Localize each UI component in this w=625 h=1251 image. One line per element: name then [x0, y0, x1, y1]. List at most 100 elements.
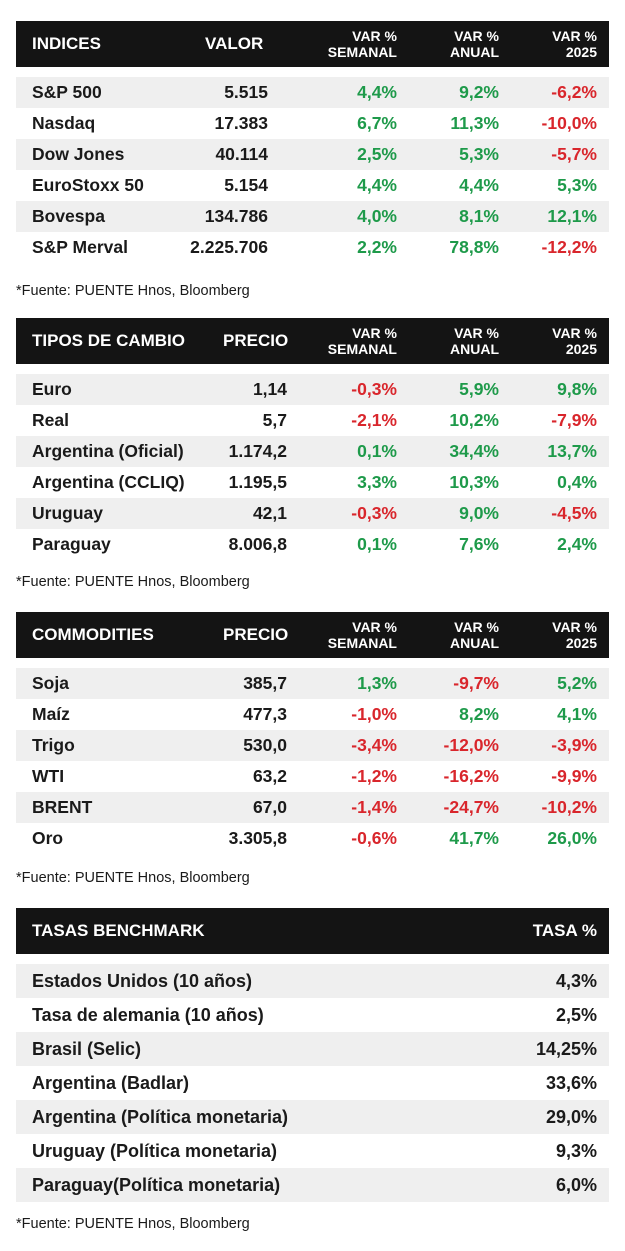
row-value: 5.515 [224, 82, 268, 102]
row-var-2025: 26,0% [547, 828, 597, 848]
table-row: Argentina (Política monetaria) 29,0% [16, 1100, 609, 1134]
tipos-cambio-header: TIPOS DE CAMBIO PRECIO VAR % SEMANAL VAR … [16, 318, 609, 364]
col-tipos-cambio: TIPOS DE CAMBIO [32, 331, 186, 350]
row-var-2025: -10,0% [541, 113, 597, 133]
indices-source: *Fuente: PUENTE Hnos, Bloomberg [16, 283, 250, 299]
row-label: Paraguay [32, 534, 111, 554]
row-var-semanal: 1,3% [357, 673, 397, 693]
row-var-semanal: -0,3% [351, 379, 397, 399]
commodities-rows: Soja 385,7 1,3% -9,7% 5,2% Maíz 477,3 -1,0% 8,2%… [16, 668, 609, 854]
row-var-anual: 41,7% [449, 828, 499, 848]
col-precio: PRECIO [223, 625, 289, 644]
row-value: 40.114 [215, 144, 268, 164]
row-value: 17.383 [214, 113, 268, 133]
row-var-semanal: -1,4% [351, 797, 397, 817]
table-row: Uruguay (Política monetaria) 9,3% [16, 1134, 609, 1168]
row-label: BRENT [32, 797, 93, 817]
row-var-semanal: 0,1% [357, 441, 397, 461]
col-var-anual: VAR % ANUAL [450, 619, 499, 651]
row-var-semanal: -3,4% [351, 735, 397, 755]
row-var-anual: 9,2% [459, 82, 499, 102]
row-var-anual: 5,9% [459, 379, 499, 399]
row-label: S&P 500 [32, 82, 102, 102]
row-label: Uruguay [32, 503, 103, 523]
col-var-semanal: VAR % SEMANAL [327, 619, 397, 651]
tipos-cambio-rows: Euro 1,14 -0,3% 5,9% 9,8% Real 5,7 -2,1% 10,2% -7… [16, 374, 609, 560]
table-row: S&P 500 5.515 4,4% 9,2% -6,2% [16, 77, 609, 108]
table-row: S&P Merval 2.225.706 2,2% 78,8% -12,2% [16, 232, 609, 263]
row-label: Tasa de alemania (10 años) [32, 1004, 264, 1025]
row-var-2025: 0,4% [557, 472, 597, 492]
row-label: Real [32, 410, 69, 430]
table-row: Tasa de alemania (10 años) 2,5% [16, 998, 609, 1032]
row-label: Trigo [32, 735, 75, 755]
row-label: Dow Jones [32, 144, 125, 164]
row-var-2025: -10,2% [541, 797, 597, 817]
col-var-2025: VAR % 2025 [552, 619, 597, 651]
row-var-2025: 2,4% [557, 534, 597, 554]
row-var-2025: -4,5% [551, 503, 597, 523]
row-var-2025: -6,2% [551, 82, 597, 102]
row-var-2025: 5,3% [557, 175, 597, 195]
table-row: Argentina (Badlar) 33,6% [16, 1066, 609, 1100]
row-var-anual: 10,2% [449, 410, 499, 430]
row-value: 1.174,2 [228, 441, 287, 461]
row-rate: 14,25% [535, 1038, 597, 1059]
row-rate: 4,3% [555, 970, 597, 991]
row-var-semanal: 3,3% [357, 472, 397, 492]
table-row: Trigo 530,0 -3,4% -12,0% -3,9% [16, 730, 609, 761]
col-indices: INDICES [32, 34, 101, 53]
row-label: Argentina (CCLIQ) [32, 472, 185, 492]
row-value: 3.305,8 [228, 828, 287, 848]
row-var-semanal: -0,3% [351, 503, 397, 523]
row-value: 67,0 [252, 797, 287, 817]
tasas-rows: Estados Unidos (10 años) 4,3% Tasa de alem… [16, 964, 609, 1202]
commodities-table: COMMODITIES PRECIO VAR % SEMANAL VAR % ANU… [16, 612, 609, 854]
row-rate: 29,0% [545, 1106, 597, 1127]
row-var-2025: 12,1% [547, 206, 597, 226]
table-row: Real 5,7 -2,1% 10,2% -7,9% [16, 405, 609, 436]
row-value: 8.006,8 [228, 534, 287, 554]
table-row: Brasil (Selic) 14,25% [16, 1032, 609, 1066]
row-rate: 9,3% [555, 1140, 597, 1161]
table-row: Estados Unidos (10 años) 4,3% [16, 964, 609, 998]
indices-table: INDICES VALOR VAR % SEMANAL VAR % ANUAL VA… [16, 21, 609, 263]
row-var-semanal: -2,1% [351, 410, 397, 430]
row-var-anual: 10,3% [449, 472, 499, 492]
row-label: Estados Unidos (10 años) [32, 970, 253, 991]
col-tasas: TASAS BENCHMARK [32, 921, 205, 940]
row-var-anual: 7,6% [459, 534, 499, 554]
row-label: Paraguay(Política monetaria) [32, 1174, 281, 1195]
table-row: Dow Jones 40.114 2,5% 5,3% -5,7% [16, 139, 609, 170]
row-label: Uruguay (Política monetaria) [32, 1140, 278, 1161]
row-var-anual: 78,8% [449, 237, 499, 257]
row-label: WTI [32, 766, 65, 786]
table-row: Bovespa 134.786 4,0% 8,1% 12,1% [16, 201, 609, 232]
row-var-semanal: -1,0% [351, 704, 397, 724]
row-var-semanal: 4,4% [357, 82, 397, 102]
row-label: Soja [32, 673, 69, 693]
row-var-anual: -16,2% [443, 766, 499, 786]
row-value: 5,7 [262, 410, 287, 430]
row-var-2025: -7,9% [551, 410, 597, 430]
tasas-header: TASAS BENCHMARK TASA % [16, 908, 609, 954]
row-var-semanal: -1,2% [351, 766, 397, 786]
row-var-2025: 4,1% [557, 704, 597, 724]
row-rate: 2,5% [555, 1004, 597, 1025]
row-var-semanal: 0,1% [357, 534, 397, 554]
row-label: Argentina (Oficial) [32, 441, 184, 461]
indices-rows: S&P 500 5.515 4,4% 9,2% -6,2% Nasdaq 17.383 6,7… [16, 77, 609, 263]
row-value: 134.786 [204, 206, 268, 226]
row-label: Oro [32, 828, 64, 848]
table-row: Oro 3.305,8 -0,6% 41,7% 26,0% [16, 823, 609, 854]
row-var-2025: 13,7% [547, 441, 597, 461]
row-var-semanal: 2,2% [357, 237, 397, 257]
row-value: 5.154 [224, 175, 268, 195]
col-var-anual: VAR % ANUAL [450, 325, 499, 357]
col-precio: PRECIO [223, 331, 289, 350]
col-commodities: COMMODITIES [32, 625, 154, 644]
table-row: Soja 385,7 1,3% -9,7% 5,2% [16, 668, 609, 699]
row-rate: 33,6% [545, 1072, 597, 1093]
commodities-source: *Fuente: PUENTE Hnos, Bloomberg [16, 870, 250, 886]
row-label: Brasil (Selic) [32, 1038, 142, 1059]
